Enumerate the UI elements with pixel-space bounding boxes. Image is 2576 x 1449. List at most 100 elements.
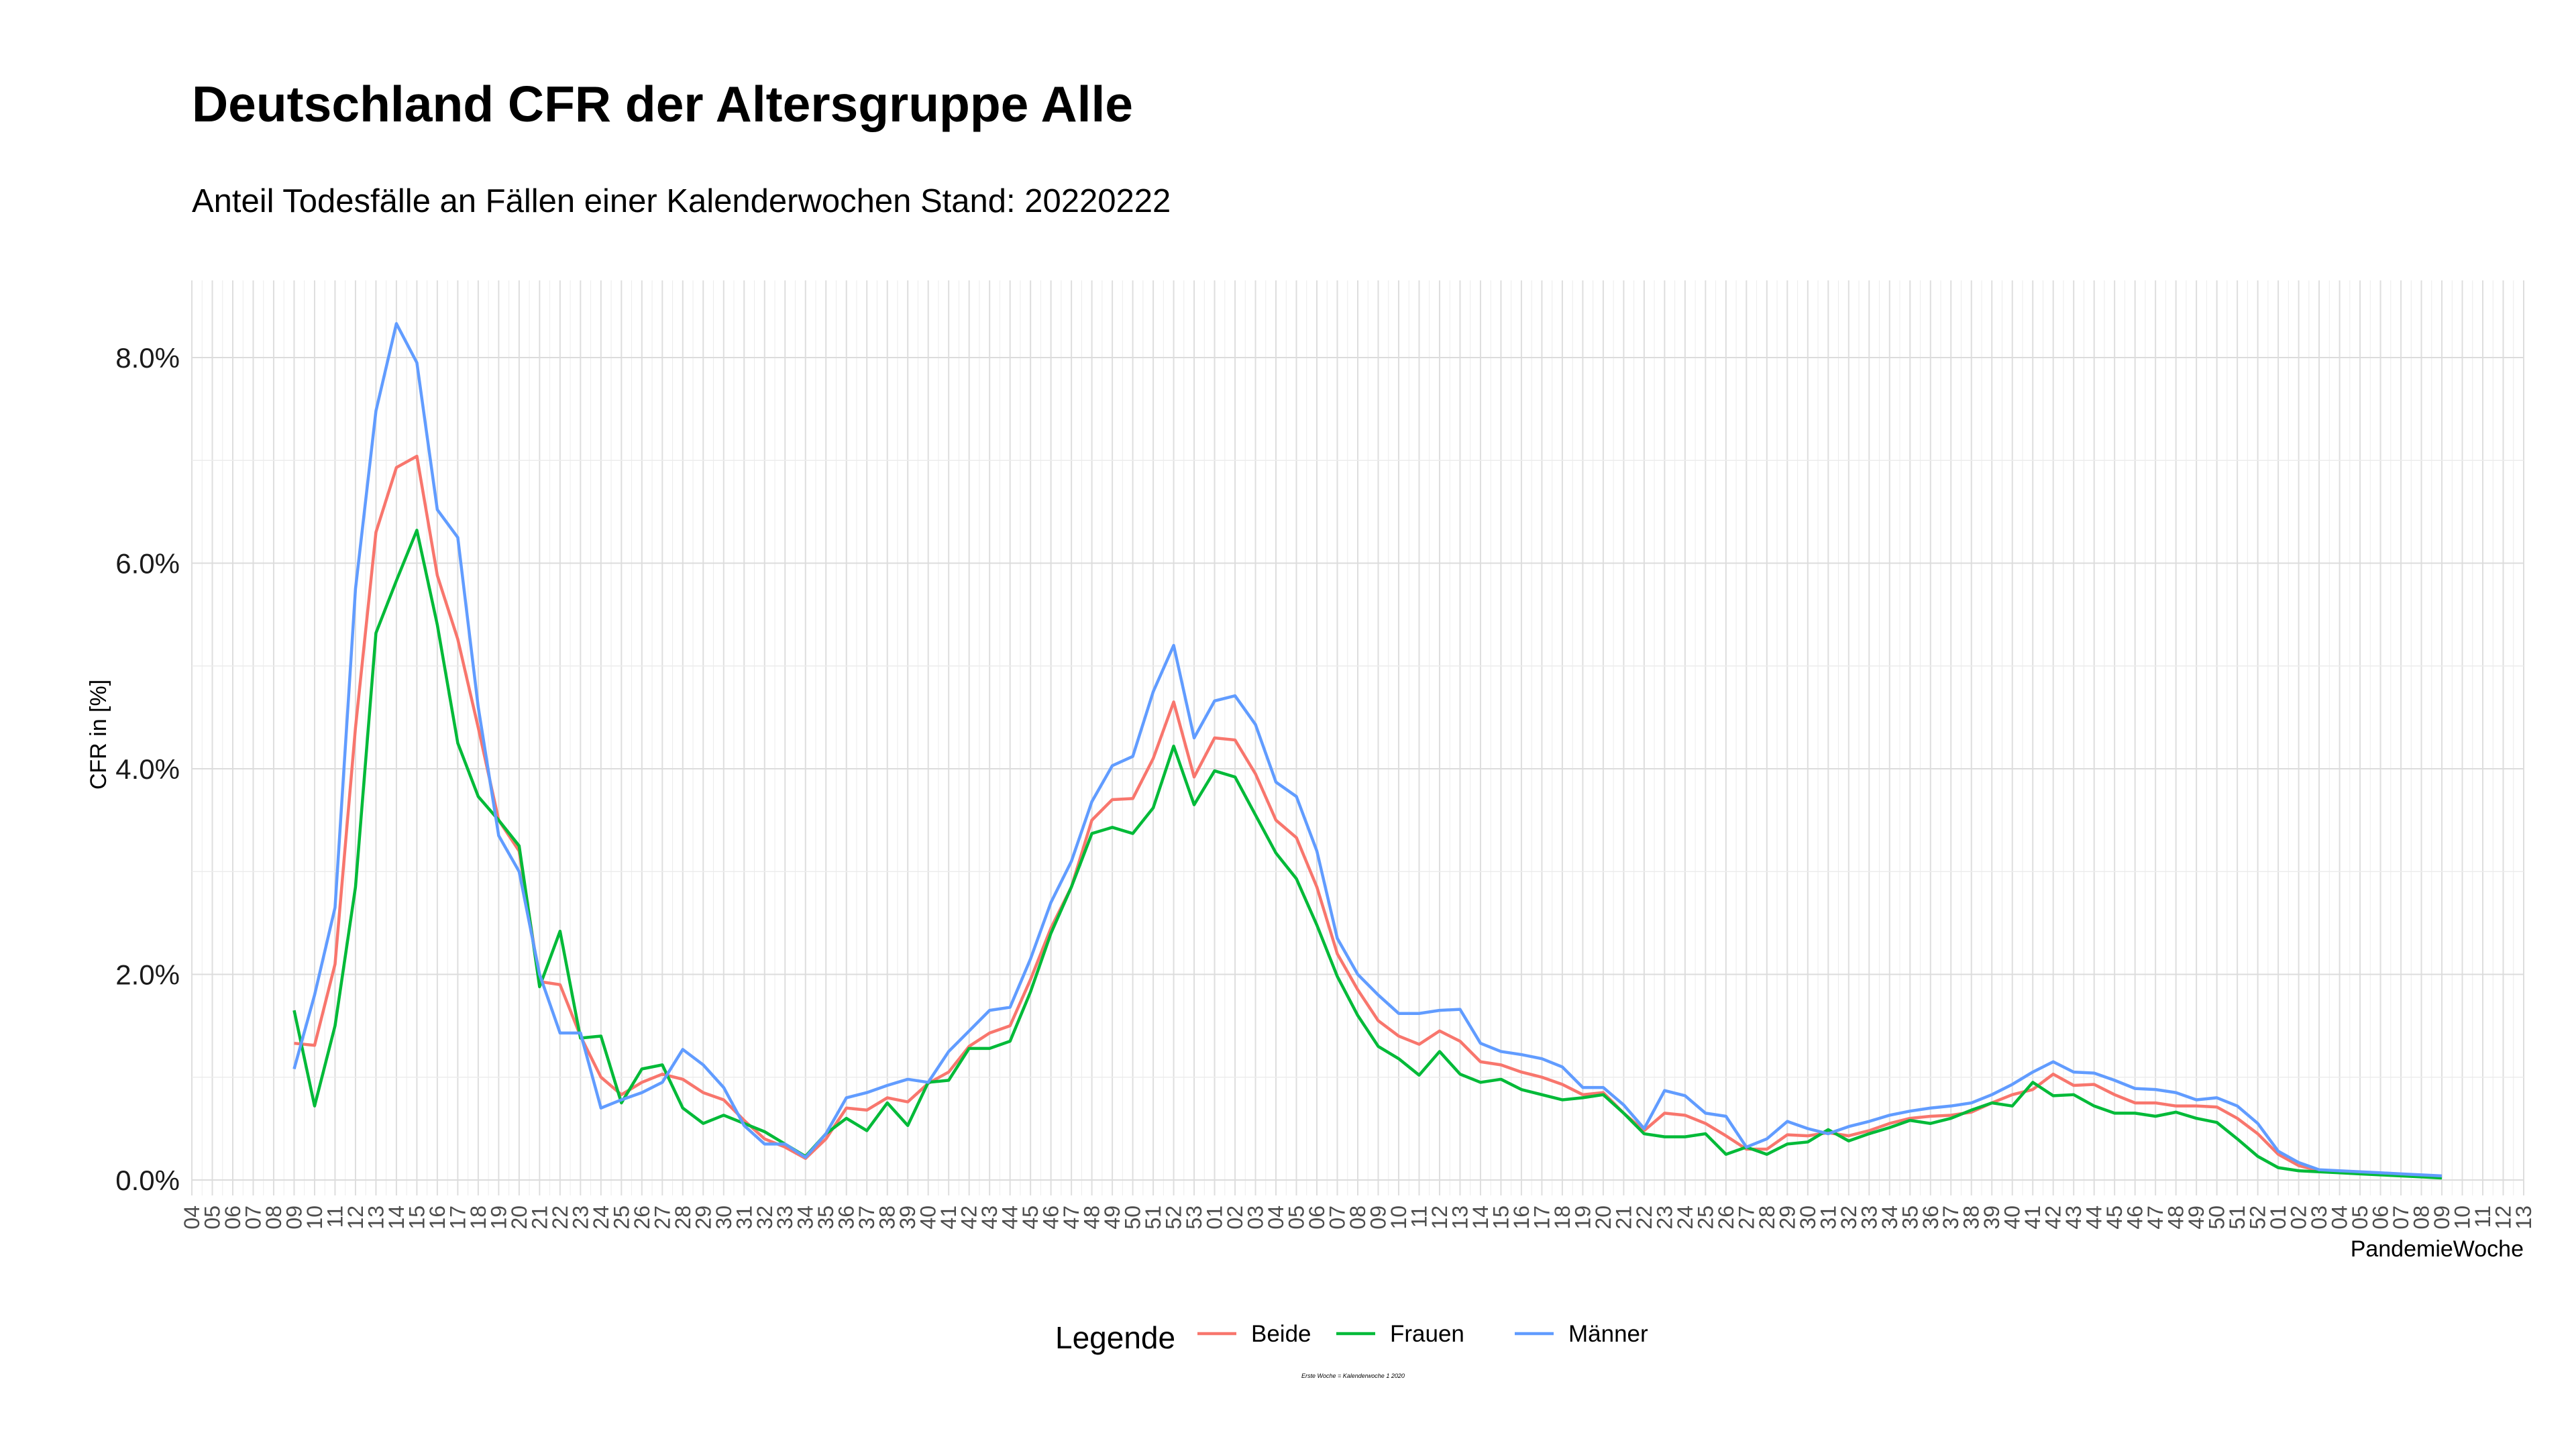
x-tick-label: 23 [568,1205,592,1230]
series-line-frauen [292,529,2443,1180]
x-tick-label: 26 [1714,1205,1738,1230]
x-tick-label: 24 [589,1205,613,1230]
x-tick-label: 29 [691,1205,715,1230]
x-tick-label: 27 [1734,1205,1758,1230]
x-tick-label: 47 [2143,1205,2167,1230]
legend-label: Männer [1568,1321,1648,1347]
x-tick-label: 15 [1489,1205,1513,1230]
x-tick-label: 37 [1939,1205,1963,1230]
y-tick-label: 0.0% [115,1165,180,1196]
x-tick-label: 06 [1305,1205,1329,1230]
x-tick-label: 08 [1346,1205,1370,1230]
x-tick-label: 16 [1509,1205,1534,1230]
x-tick-label: 04 [2328,1205,2352,1230]
series-line-beide [294,454,2443,1179]
x-tick-label: 04 [1264,1205,1288,1230]
x-tick-label: 34 [1878,1205,1902,1230]
x-tick-label: 02 [1223,1205,1247,1230]
x-tick-label: 05 [200,1205,224,1230]
x-tick-label: 44 [998,1205,1022,1230]
x-tick-label: 49 [1100,1205,1124,1230]
x-tick-label: 03 [2307,1205,2331,1230]
x-tick-label: 34 [794,1205,818,1230]
x-tick-label: 05 [2348,1205,2372,1230]
x-tick-label: 46 [1039,1205,1063,1230]
series-line-männer [292,322,2443,1178]
x-tick-label: 42 [2041,1205,2065,1230]
x-tick-label: 10 [303,1205,327,1230]
x-tick-label: 09 [282,1205,306,1230]
x-tick-label: 07 [241,1205,265,1230]
x-tick-label: 08 [2410,1205,2434,1230]
x-tick-label: 20 [1591,1205,1615,1230]
x-tick-label: 43 [977,1205,1002,1230]
x-tick-label: 08 [262,1205,286,1230]
x-tick-label: 05 [1285,1205,1309,1230]
x-tick-label: 32 [753,1205,777,1230]
x-tick-label: 23 [1652,1205,1676,1230]
x-tick-label: 07 [2389,1205,2413,1230]
x-tick-label: 37 [855,1205,879,1230]
x-tick-label: 01 [2266,1205,2290,1230]
y-tick-label: 6.0% [115,547,180,579]
x-tick-label: 36 [1919,1205,1943,1230]
x-tick-label: 14 [384,1205,409,1230]
y-tick-label: 2.0% [115,959,180,990]
chart-subtitle: Anteil Todesfälle an Fällen einer Kalend… [192,183,1171,219]
x-tick-label: 12 [343,1205,368,1230]
x-tick-label: 28 [671,1205,695,1230]
x-tick-label: 11 [1407,1205,1431,1228]
x-tick-label: 12 [2491,1205,2516,1230]
x-tick-label: 09 [2430,1205,2454,1230]
x-tick-label: 38 [875,1205,900,1230]
x-tick-label: 15 [405,1205,429,1230]
y-axis-title: CFR in [%] [86,680,111,790]
x-tick-label: 45 [2102,1205,2127,1230]
x-tick-label: 19 [1570,1205,1595,1230]
x-tick-label: 16 [425,1205,449,1230]
x-tick-label: 25 [1693,1205,1717,1230]
x-tick-label: 13 [2512,1205,2536,1230]
x-tick-label: 42 [957,1205,981,1230]
x-tick-label: 04 [180,1205,204,1230]
x-axis-title: PandemieWoche [2351,1236,2524,1262]
x-tick-label: 43 [2061,1205,2086,1230]
x-tick-label: 27 [650,1205,674,1230]
x-tick-label: 12 [1428,1205,1452,1230]
x-tick-label: 51 [2225,1205,2249,1230]
x-tick-label: 30 [712,1205,736,1230]
x-tick-label: 31 [1816,1205,1840,1230]
x-tick-label: 46 [2123,1205,2147,1230]
x-tick-label: 49 [2184,1205,2208,1230]
x-tick-label: 40 [2000,1205,2025,1230]
x-tick-label: 52 [1162,1205,1186,1230]
legend-items: Beide Frauen Männer [1197,1321,1648,1347]
legend: Legende Beide Frauen Männer [1055,1320,1648,1355]
legend-label: Beide [1251,1321,1311,1347]
x-tick-label: 09 [1366,1205,1390,1230]
x-tick-label: 50 [1121,1205,1145,1230]
x-tick-label: 38 [1960,1205,1984,1230]
x-tick-label: 18 [466,1205,490,1230]
x-tick-label: 35 [1898,1205,1922,1230]
x-tick-label: 18 [1550,1205,1574,1230]
x-tick-label: 28 [1755,1205,1779,1230]
x-tick-label: 11 [323,1205,347,1228]
x-tick-label: 47 [1059,1205,1083,1230]
x-tick-label: 11 [2471,1205,2495,1228]
x-tick-label: 39 [896,1205,920,1230]
x-tick-label: 29 [1775,1205,1799,1230]
x-tick-label: 39 [1980,1205,2004,1230]
x-tick-label: 06 [2369,1205,2393,1230]
x-tick-label: 33 [773,1205,797,1230]
x-tick-label: 50 [2205,1205,2229,1230]
x-tick-label: 32 [1837,1205,1861,1230]
x-tick-label: 41 [2021,1205,2045,1230]
x-tick-label: 30 [1796,1205,1820,1230]
x-tick-label: 53 [1182,1205,1206,1230]
footnote: Erste Woche = Kalenderwoche 1 2020 [1301,1373,1405,1379]
x-tick-label: 03 [1244,1205,1268,1230]
x-tick-label: 48 [1080,1205,1104,1230]
x-tick-label: 01 [1203,1205,1227,1230]
